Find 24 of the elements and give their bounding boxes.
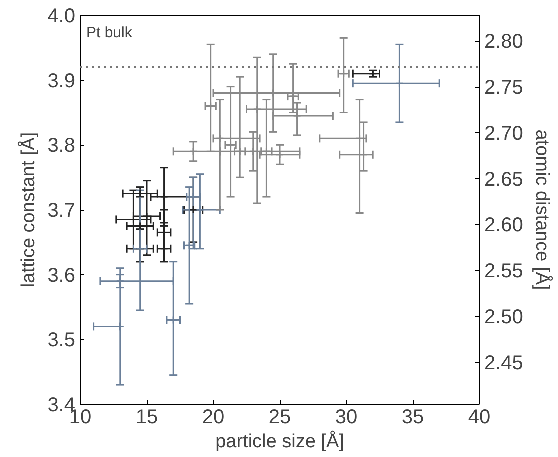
x-tick-label: 40 (468, 406, 491, 428)
y2-tick-label: 2.80 (484, 31, 524, 54)
y-axis-title: lattice constant [Å] (18, 132, 40, 288)
y-tick-label: 3.9 (48, 70, 76, 92)
y2-tick-label: 2.60 (484, 214, 524, 237)
y2-tick-label: 2.55 (484, 260, 524, 283)
y-tick-label: 3.8 (48, 135, 76, 158)
x-tick-label: 35 (402, 406, 424, 428)
x-axis-title: particle size [Å] (216, 430, 344, 452)
y2-tick-label: 2.65 (484, 168, 524, 191)
y-tick-label: 4.0 (48, 6, 76, 28)
ref-line-label: Pt bulk (86, 24, 133, 42)
y2-tick-label: 2.70 (484, 122, 524, 145)
y2-tick-label: 2.45 (484, 352, 524, 374)
y2-tick-label: 2.50 (484, 306, 524, 328)
y-tick-label: 3.5 (48, 330, 76, 352)
x-tick-label: 30 (335, 406, 358, 428)
y-tick-label: 3.6 (48, 264, 76, 287)
y2-axis-title: atomic distance [Å] (531, 130, 554, 290)
x-tick-label: 20 (202, 406, 225, 428)
x-tick-label: 15 (136, 406, 158, 428)
y2-tick-label: 2.75 (484, 77, 524, 100)
y-tick-label: 3.7 (48, 200, 76, 222)
x-tick-label: 25 (268, 406, 292, 428)
